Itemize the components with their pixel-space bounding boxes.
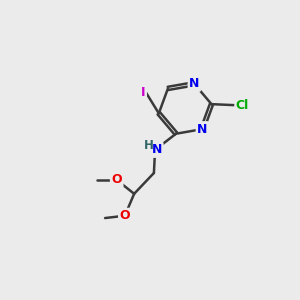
Text: O: O [111,173,122,186]
Text: H: H [144,139,154,152]
Text: Cl: Cl [236,99,249,112]
Text: N: N [152,143,162,156]
Text: I: I [141,86,146,99]
Text: N: N [189,77,200,90]
Text: N: N [197,123,208,136]
Text: O: O [119,209,130,222]
